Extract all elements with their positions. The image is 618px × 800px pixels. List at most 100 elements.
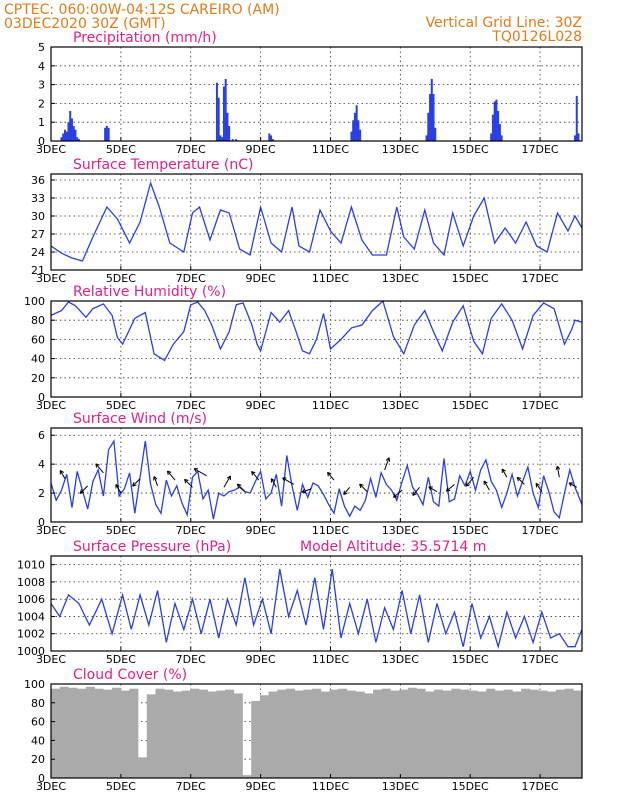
wind-arrow-shaft (327, 472, 335, 481)
wind-arrow (95, 463, 104, 474)
cloud-bar (320, 691, 330, 778)
cloud-bar (312, 688, 322, 778)
precip-bar (67, 122, 70, 141)
ytick-label-cloud: 80 (31, 697, 45, 710)
xtick-label-precip: 9DEC (246, 143, 276, 156)
precip-bar (224, 78, 227, 141)
ytick-label-temp: 21 (31, 264, 45, 277)
cloud-bar (51, 688, 61, 778)
xtick-label-temp: 7DEC (176, 272, 206, 285)
wind-arrow-shaft (384, 457, 390, 471)
ytick-label-cloud: 40 (31, 734, 45, 747)
precip-bar (491, 114, 494, 141)
precip-bar (574, 135, 577, 141)
precip-bar (497, 110, 500, 141)
xtick-label-cloud: 13DEC (382, 780, 419, 793)
wind-arrow-head (237, 483, 242, 486)
cloud-bar (294, 690, 304, 778)
xtick-label-pres: 15DEC (452, 653, 489, 666)
wind-arrow (568, 482, 578, 488)
ytick-label-wind: 2 (38, 487, 45, 500)
xtick-label-temp: 17DEC (522, 272, 559, 285)
cloud-bar (477, 691, 487, 778)
precip-bar (62, 133, 65, 141)
cloud-bar (434, 689, 444, 778)
xtick-label-wind: 3DEC (36, 524, 66, 537)
cloud-bar (364, 693, 374, 778)
wind-arrow-shaft (516, 476, 525, 485)
xtick-label-precip: 7DEC (176, 143, 206, 156)
ytick-label-rh: 100 (24, 295, 45, 308)
wind-arrow (555, 465, 561, 478)
wind-arrow (282, 477, 295, 485)
wind-arrow-head (465, 484, 471, 487)
xtick-label-rh: 7DEC (176, 399, 206, 412)
wind-arrow (153, 476, 159, 487)
cloud-bar (94, 688, 104, 778)
wind-arrow (428, 486, 438, 493)
cloud-bar (555, 689, 565, 778)
series-line-pres (50, 568, 583, 650)
wind-arrow (384, 457, 391, 471)
precip-bar (357, 120, 360, 141)
wind-arrow-shaft (446, 484, 455, 492)
wind-arrow-shaft (251, 471, 260, 481)
cloud-bar (190, 688, 200, 778)
frame-pres (50, 555, 583, 652)
xtick-label-wind: 15DEC (452, 524, 489, 537)
wind-arrow-head (153, 476, 158, 480)
wind-arrow-head (516, 477, 519, 482)
xtick-label-cloud: 9DEC (246, 780, 276, 793)
wind-arrow (343, 486, 351, 495)
wind-arrow-shaft (412, 486, 420, 496)
wind-arrow-head (251, 471, 253, 476)
cloud-bar (172, 691, 182, 778)
wind-arrow-shaft (184, 479, 193, 488)
wind-arrow-head (282, 477, 286, 482)
ytick-label-temp: 27 (31, 228, 45, 241)
xtick-label-wind: 11DEC (312, 524, 349, 537)
wind-arrow (251, 471, 260, 481)
xtick-label-temp: 11DEC (312, 272, 349, 285)
panel-title-temp: Surface Temperature (nC) (73, 157, 254, 173)
precip-bar (500, 135, 503, 141)
ytick-label-precip: 1 (38, 116, 45, 129)
ytick-label-wind: 4 (38, 458, 45, 471)
precip-bar (429, 94, 432, 141)
cloud-bar (338, 688, 348, 778)
precip-bar (498, 124, 501, 141)
precip-bar (74, 129, 77, 141)
ytick-label-pres: 1006 (17, 593, 45, 606)
cloud-bar (512, 691, 522, 778)
xtick-label-pres: 11DEC (312, 653, 349, 666)
wind-arrow-head (271, 478, 276, 482)
cloud-bar (547, 691, 557, 778)
wind-arrow-head (193, 468, 197, 473)
ytick-label-rh: 80 (31, 314, 45, 327)
precip-bar (495, 99, 498, 141)
cloud-bar (390, 690, 400, 778)
cloud-bar (111, 687, 121, 778)
wind-arrow (270, 478, 277, 488)
xtick-label-pres: 13DEC (382, 653, 419, 666)
header-line2: 03DEC2020 30Z (GMT) (4, 16, 166, 32)
panel-pres: Surface Pressure (hPa) Model Altitude: 35… (17, 539, 583, 666)
wind-arrow-shaft (501, 468, 508, 478)
xtick-label-precip: 5DEC (106, 143, 136, 156)
xtick-label-rh: 17DEC (522, 399, 559, 412)
wind-arrow-head (153, 476, 155, 481)
wind-arrow (223, 475, 231, 488)
series-line-temp (50, 180, 583, 262)
cloud-bar (451, 688, 461, 778)
wind-arrow-shaft (556, 466, 560, 478)
ytick-label-cloud: 20 (31, 753, 45, 766)
series-line-rh (50, 299, 583, 362)
cloud-bar (59, 686, 69, 778)
cloud-bar (538, 690, 548, 778)
wind-arrow-shaft (301, 488, 312, 493)
cloud-bar (303, 689, 313, 778)
xtick-label-temp: 13DEC (382, 272, 419, 285)
xtick-label-rh: 15DEC (452, 399, 489, 412)
precip-bar (577, 133, 580, 141)
wind-arrow (193, 468, 207, 477)
